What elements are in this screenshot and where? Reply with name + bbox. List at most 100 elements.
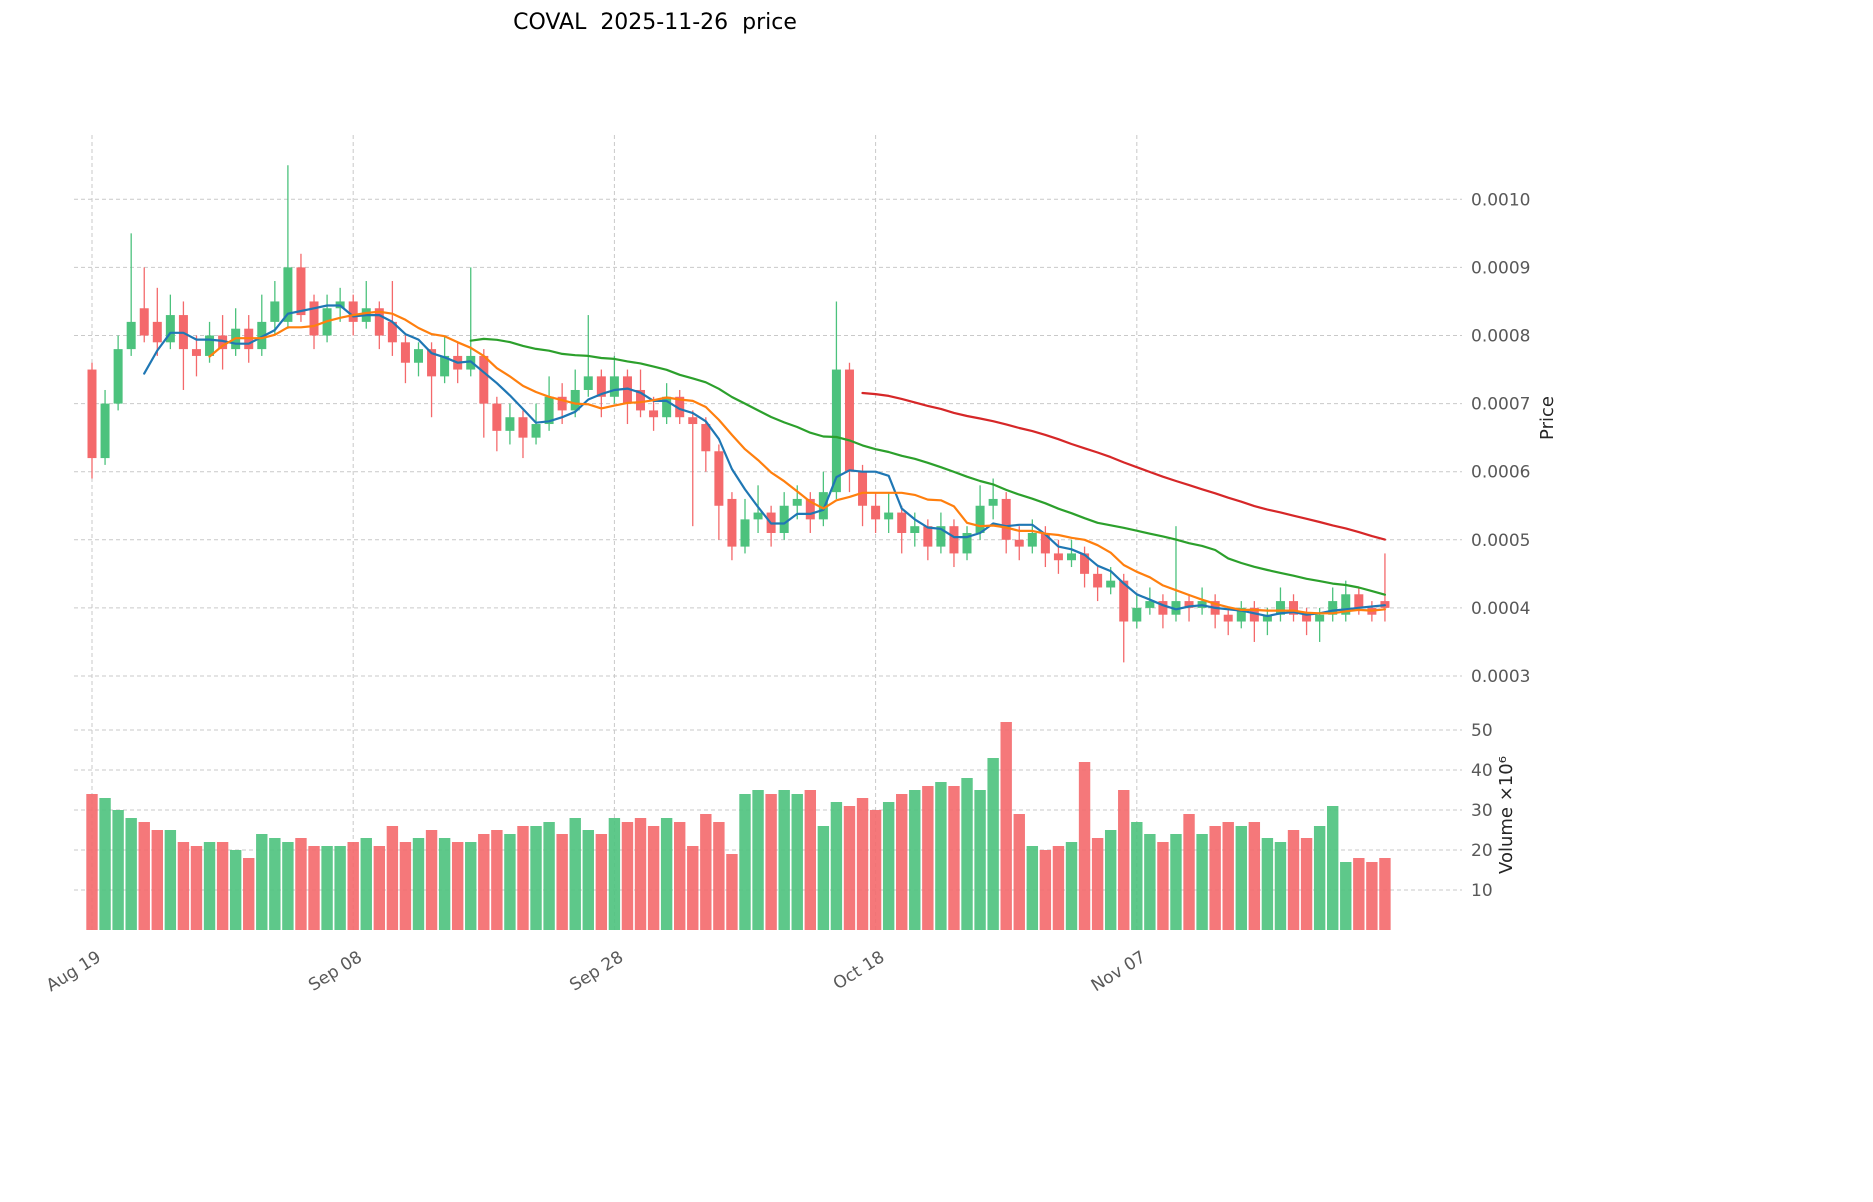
- candle-body: [400, 342, 410, 363]
- x-tick-label: Sep 28: [566, 947, 627, 995]
- candle-body: [1184, 601, 1194, 608]
- candle-body: [1001, 498, 1011, 540]
- candle-body: [218, 335, 228, 350]
- candle-body: [988, 498, 998, 506]
- volume-bar: [1353, 858, 1365, 930]
- volume-bar: [634, 818, 647, 930]
- volume-bar: [269, 838, 281, 930]
- volume-bar: [1261, 838, 1274, 930]
- candle-body: [636, 389, 646, 411]
- volume-bar: [360, 838, 372, 930]
- candle-body: [414, 349, 423, 363]
- volume-bar: [595, 834, 608, 930]
- volume-bar: [647, 826, 660, 930]
- candle-body: [1158, 601, 1168, 615]
- x-tick-label: Sep 08: [305, 947, 366, 995]
- volume-bar: [869, 810, 882, 930]
- volume-tick-label: 40: [1471, 761, 1493, 781]
- candle-body: [727, 498, 737, 547]
- candle-body: [427, 349, 437, 377]
- candle-body: [296, 267, 306, 316]
- volume-bar: [504, 834, 516, 930]
- candle-body: [205, 335, 215, 356]
- volume-bar: [1170, 834, 1182, 930]
- volume-bar: [491, 830, 503, 930]
- candle-body: [1067, 553, 1076, 561]
- candle-body: [191, 349, 201, 356]
- volume-bar: [295, 838, 307, 930]
- candle-body: [87, 369, 97, 459]
- candle-body: [440, 355, 450, 377]
- volume-bar: [478, 834, 490, 930]
- volume-bar: [86, 794, 98, 930]
- candle-body: [1262, 614, 1272, 622]
- candle-body: [113, 349, 123, 404]
- candle-body: [1053, 553, 1063, 561]
- ma-line-30: [469, 337, 1387, 596]
- price-tick-label: 0.0008: [1471, 327, 1530, 347]
- volume-bar: [1235, 826, 1247, 930]
- candle-body: [622, 376, 632, 404]
- volume-bar: [1118, 790, 1130, 930]
- candle-body: [139, 308, 149, 336]
- volume-bar: [1340, 862, 1352, 930]
- candle-body: [884, 512, 894, 520]
- volume-bar: [856, 798, 869, 930]
- price-tick-label: 0.0004: [1471, 599, 1530, 619]
- candle-body: [609, 376, 619, 397]
- candle-body: [1171, 601, 1181, 615]
- candle-body: [1302, 614, 1312, 622]
- candle-body: [492, 403, 502, 431]
- price-axis-label: Price: [1537, 396, 1558, 440]
- candle-body: [348, 301, 358, 322]
- volume-bar: [1026, 846, 1039, 930]
- volume-tick-label: 10: [1471, 881, 1493, 901]
- candle-body: [740, 519, 750, 547]
- candle-body: [779, 505, 789, 533]
- volume-bar: [451, 842, 464, 930]
- candle-body: [714, 451, 724, 506]
- candle-body: [1275, 601, 1285, 615]
- volume-bar: [713, 822, 725, 930]
- candle-body: [100, 403, 110, 459]
- volume-bar: [1287, 830, 1300, 930]
- volume-bar: [791, 794, 803, 930]
- volume-bar: [438, 838, 451, 930]
- volume-bar: [1248, 822, 1261, 930]
- volume-bar: [203, 842, 216, 930]
- candle-body: [270, 301, 280, 322]
- volume-bar: [660, 818, 673, 930]
- volume-bar: [582, 830, 594, 930]
- candle-body: [936, 526, 946, 547]
- volume-bar: [517, 826, 529, 930]
- volume-bar: [216, 842, 229, 930]
- volume-bar: [1183, 814, 1195, 930]
- price-tick-label: 0.0009: [1471, 258, 1530, 278]
- volume-bar: [112, 810, 124, 930]
- price-tick-label: 0.0005: [1471, 531, 1530, 551]
- volume-bar: [1078, 762, 1091, 930]
- volume-bar: [373, 846, 386, 930]
- volume-bar: [909, 790, 921, 930]
- volume-bar: [1144, 834, 1156, 930]
- volume-bar: [1157, 842, 1169, 930]
- candle-body: [753, 512, 763, 520]
- volume-bar: [1196, 834, 1208, 930]
- volume-bar: [674, 822, 686, 930]
- volume-bar: [190, 846, 203, 930]
- candle-body: [152, 321, 162, 343]
- candle-body: [897, 512, 907, 533]
- candle-body: [1119, 580, 1129, 622]
- candle-body: [505, 417, 515, 431]
- volume-bar: [229, 850, 242, 930]
- volume-bar: [164, 830, 177, 930]
- x-tick-label: Oct 18: [830, 947, 888, 994]
- volume-bar: [334, 846, 346, 930]
- candle-body: [923, 526, 933, 547]
- volume-tick-label: 50: [1471, 721, 1493, 741]
- ma-line-10: [208, 310, 1387, 615]
- candle-body: [126, 321, 136, 350]
- volume-bar: [935, 782, 947, 930]
- volume-bar: [99, 798, 111, 930]
- volume-bar: [1327, 806, 1339, 930]
